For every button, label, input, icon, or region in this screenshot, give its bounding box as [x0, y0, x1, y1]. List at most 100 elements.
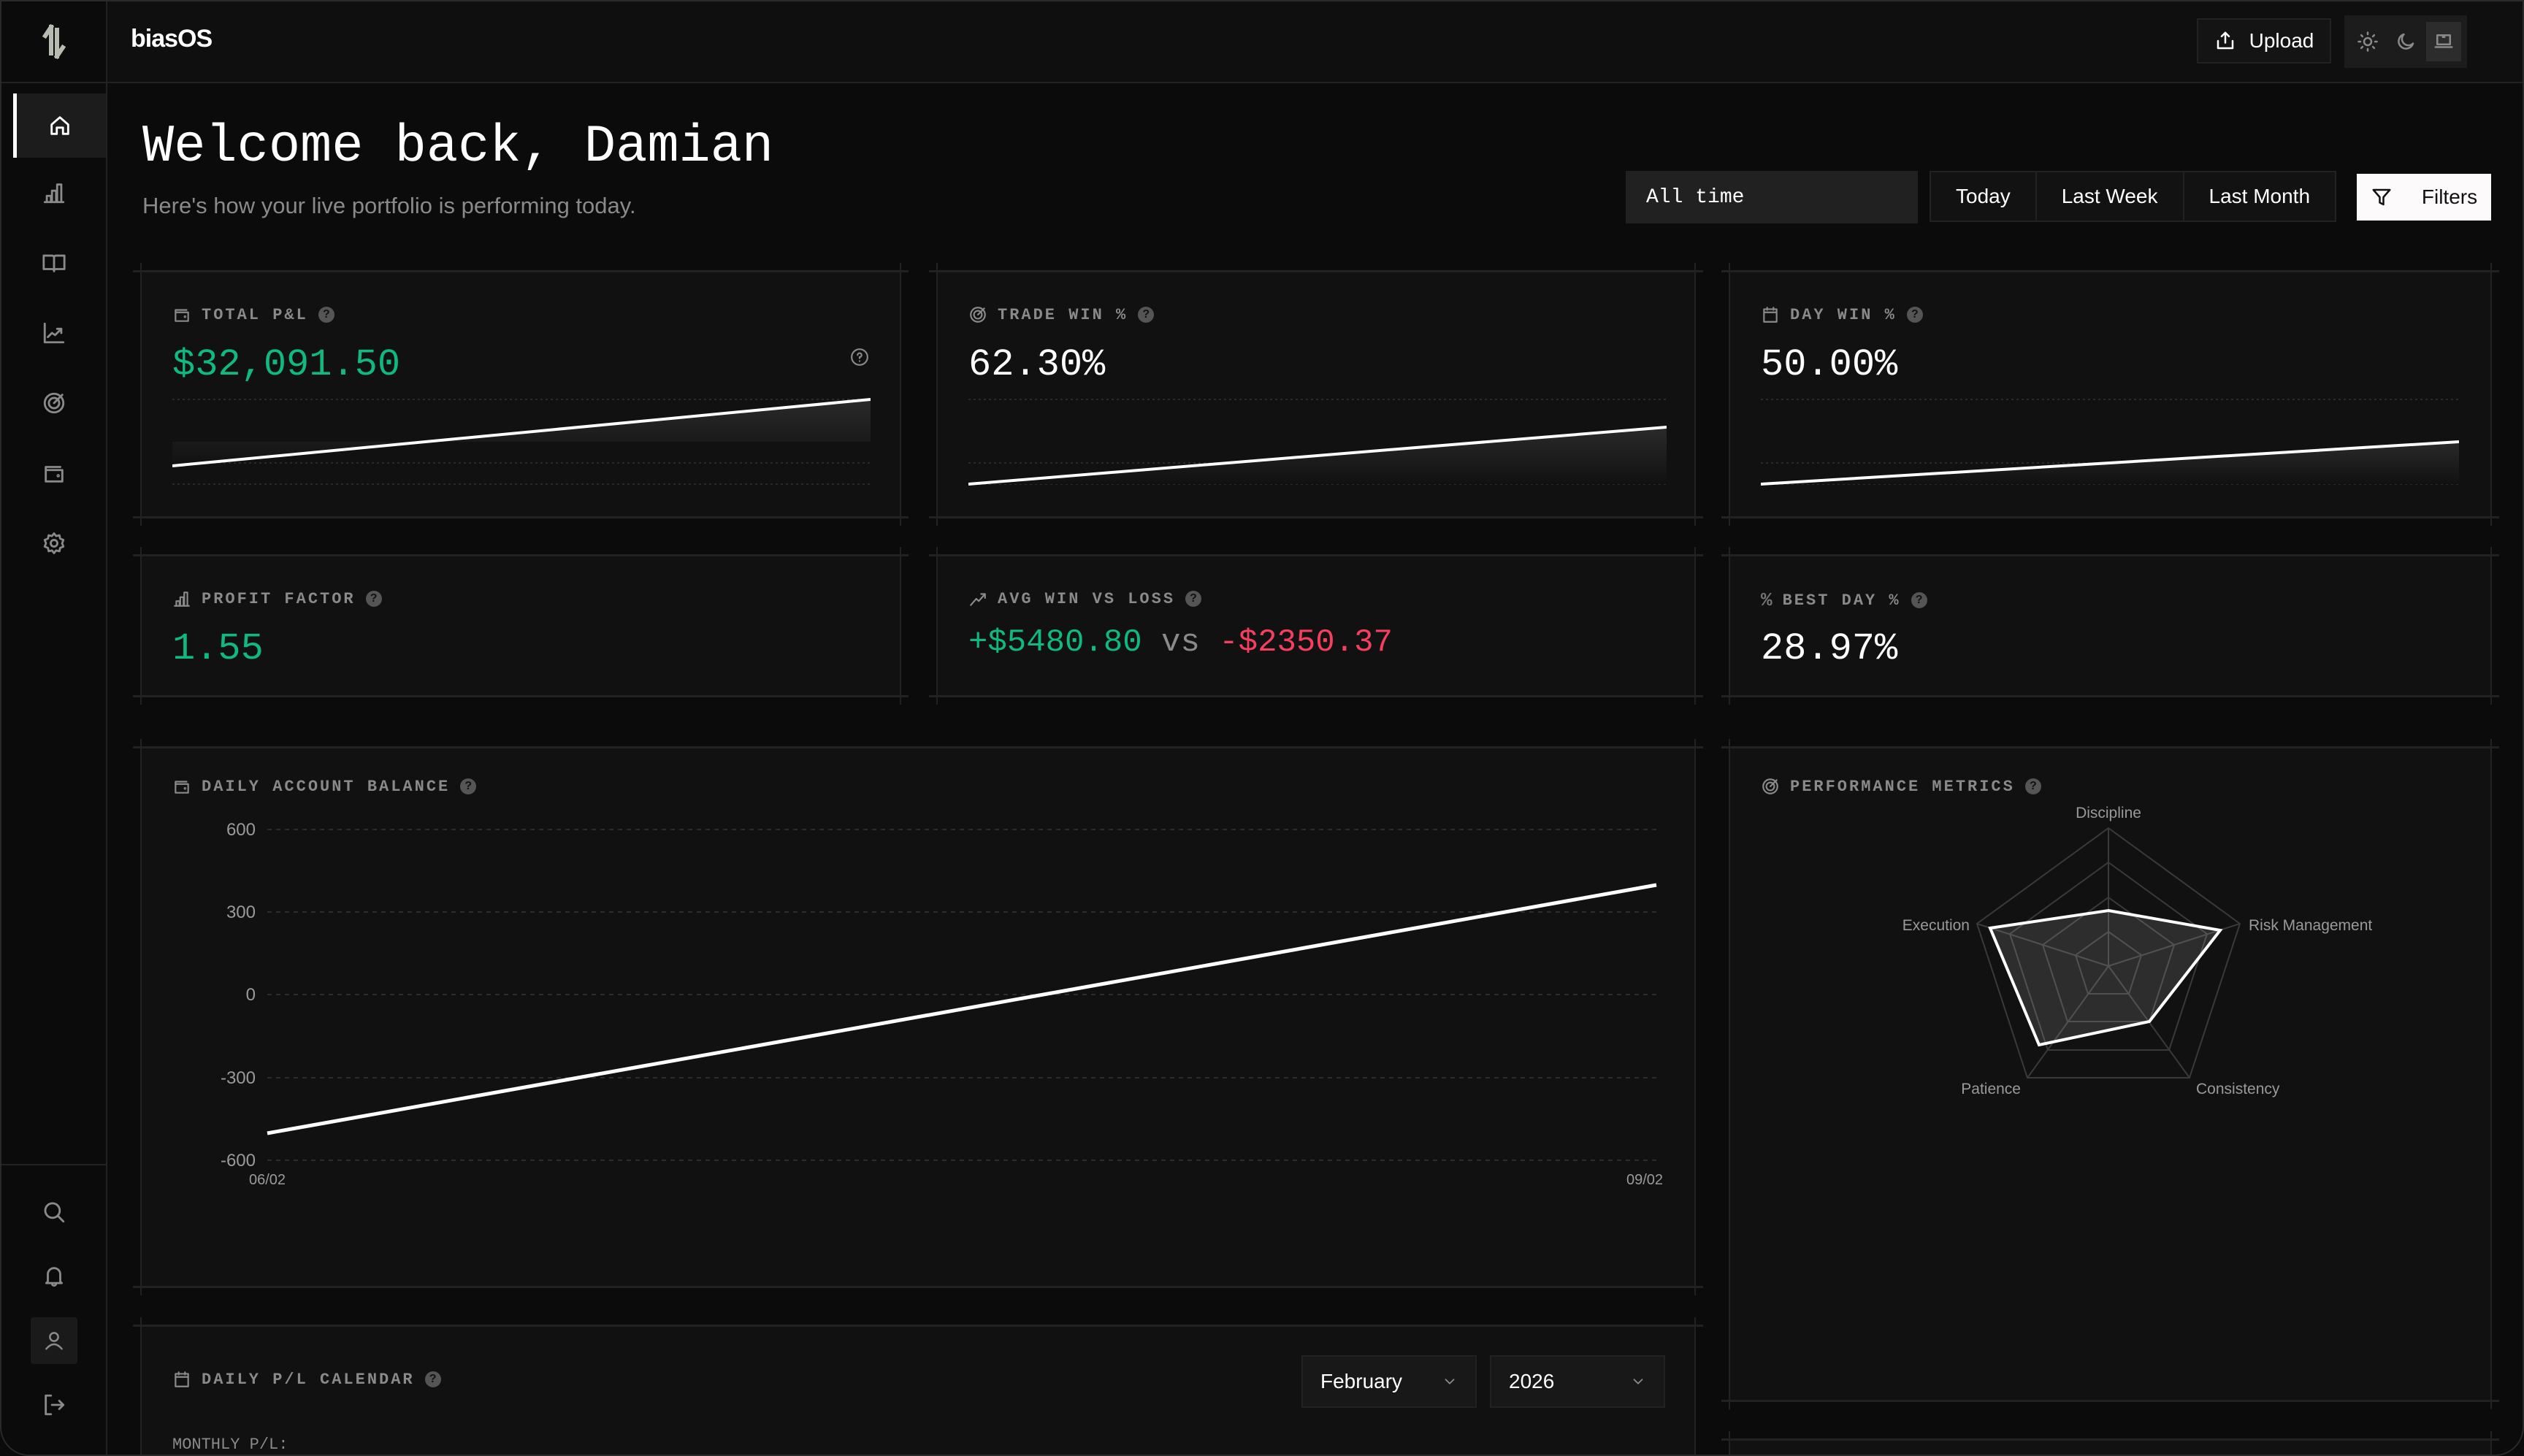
upload-button[interactable]: Upload [2197, 18, 2331, 64]
range-last-month-button[interactable]: Last Month [2208, 185, 2311, 207]
wallet-icon [175, 781, 189, 794]
svg-text:Patience: Patience [1961, 1081, 2021, 1097]
sun-icon [2357, 31, 2378, 52]
help-icon[interactable]: ? [318, 307, 334, 323]
avg-loss-value: -$2350.37 [1219, 624, 1393, 661]
y-tick: 600 [226, 820, 256, 840]
trade-win-value: 62.30% [968, 343, 1106, 386]
filter-funnel-icon [2372, 188, 2391, 206]
sidebar-item-performance[interactable] [1, 298, 106, 368]
target-icon [970, 307, 986, 323]
gear-icon [43, 532, 64, 554]
total-pnl-card: TOTAL P&L ? $32,091.50 [133, 263, 909, 526]
theme-system-button[interactable] [2426, 22, 2461, 61]
upload-label: Upload [2249, 29, 2314, 52]
x-tick: 06/02 [249, 1172, 286, 1188]
calendar-icon [1763, 307, 1778, 323]
y-tick: 300 [226, 903, 256, 922]
year-select[interactable]: 2026 [1490, 1355, 1665, 1408]
bar-chart-icon [43, 183, 64, 204]
balance-chart-label: DAILY ACCOUNT BALANCE [202, 777, 451, 796]
profit-factor-value: 1.55 [172, 627, 264, 670]
day-win-card: DAY WIN % ? 50.00% [1721, 263, 2499, 526]
help-icon[interactable]: ? [2024, 778, 2041, 794]
wallet-icon [44, 466, 64, 483]
sidebar-item-goals[interactable] [1, 368, 106, 438]
sidebar-item-logout[interactable] [1, 1373, 106, 1437]
calendar-icon [175, 1371, 189, 1387]
sidebar [1, 1, 107, 1455]
brand-name: biasOS [131, 25, 213, 53]
range-today-button[interactable]: Today [1931, 172, 2037, 221]
sidebar-item-search[interactable] [1, 1180, 106, 1244]
logout-icon [44, 1394, 64, 1416]
filters-label: Filters [2421, 185, 2478, 208]
balance-chart-card: DAILY ACCOUNT BALANCE ? 600 300 0 -300 -… [133, 739, 1703, 1295]
quick-range-group: Today Last Week Last Month [1930, 171, 2337, 222]
performance-metrics-card: PERFORMANCE METRICS ? Discipline Risk Ma… [1721, 739, 2499, 1409]
page-subtitle: Here's how your live portfolio is perfor… [142, 193, 636, 218]
sidebar-item-analytics[interactable] [1, 158, 106, 228]
day-win-value: 50.00% [1761, 343, 1898, 386]
best-day-value: 28.97% [1761, 627, 1898, 670]
filters-button[interactable]: Filters [2357, 174, 2491, 221]
total-pnl-value: $32,091.50 [172, 343, 401, 386]
trade-win-sparkline [968, 399, 1667, 486]
page-title: Welcome back, Damian [142, 117, 774, 177]
date-range-value: All time [1646, 185, 1745, 209]
sidebar-item-accounts[interactable] [1, 438, 106, 508]
month-value: February [1320, 1370, 1403, 1392]
avg-win-loss-card: AVG WIN VS LOSS ? +$5480.80 vs -$2350.37 [929, 547, 1703, 705]
percent-icon: % [1761, 589, 1772, 611]
best-day-card: % BEST DAY % ? 28.97% [1721, 547, 2499, 705]
help-icon[interactable]: ? [460, 778, 477, 794]
monthly-pl-label: MONTHLY P/L: [172, 1436, 288, 1454]
theme-light-button[interactable] [2350, 22, 2385, 61]
balance-line-chart: 600 300 0 -300 -600 06/02 09/02 [221, 820, 1663, 1188]
user-icon [45, 1332, 63, 1350]
profile-button[interactable] [30, 1317, 77, 1364]
calendar-label: DAILY P/L CALENDAR [202, 1370, 415, 1389]
profit-factor-card: PROFIT FACTOR ? 1.55 [133, 547, 909, 705]
wallet-icon [175, 309, 189, 322]
date-range-select[interactable]: All time [1626, 171, 1918, 223]
target-icon [43, 392, 64, 414]
chevron-down-icon [1445, 1379, 1455, 1384]
x-tick: 09/02 [1626, 1172, 1663, 1188]
theme-switcher [2344, 15, 2467, 68]
logo[interactable] [1, 1, 106, 83]
range-last-week-button[interactable]: Last Week [2037, 172, 2184, 221]
day-win-label: DAY WIN % [1790, 305, 1897, 324]
sidebar-item-journal[interactable] [1, 228, 106, 298]
svg-text:Execution: Execution [1902, 917, 1970, 934]
theme-dark-button[interactable] [2388, 22, 2423, 61]
sidebar-item-settings[interactable] [1, 508, 106, 578]
help-icon[interactable]: ? [424, 1371, 441, 1387]
help-icon[interactable]: ? [1138, 307, 1155, 323]
avg-win-value: +$5480.80 [968, 624, 1142, 661]
y-tick: 0 [246, 985, 256, 1005]
help-icon[interactable]: ? [1911, 592, 1927, 608]
day-win-sparkline [1761, 399, 2459, 486]
sidebar-nav [1, 83, 106, 578]
help-icon[interactable]: ? [365, 591, 382, 607]
help-icon[interactable]: ? [1906, 307, 1923, 323]
sidebar-item-profile[interactable] [1, 1309, 106, 1373]
vs-text: vs [1161, 624, 1200, 661]
top-header: biasOS [107, 1, 2523, 83]
sidebar-item-notifications[interactable] [1, 1244, 106, 1309]
avg-win-loss-label: AVG WIN VS LOSS [998, 589, 1176, 608]
sidebar-item-home[interactable] [13, 93, 106, 158]
next-card-peek [1721, 1431, 2499, 1455]
trade-win-card: TRADE WIN % ? 62.30% [929, 263, 1703, 526]
help-icon[interactable]: ? [1185, 591, 1202, 607]
logo-arrows-icon [42, 24, 66, 59]
svg-text:Risk Management: Risk Management [2249, 917, 2372, 934]
profit-factor-label: PROFIT FACTOR [202, 589, 356, 608]
month-select[interactable]: February [1301, 1355, 1477, 1408]
help-circle-icon[interactable] [850, 348, 869, 367]
y-tick: -600 [221, 1151, 256, 1170]
trade-win-label: TRADE WIN % [998, 305, 1128, 324]
balance-line [267, 883, 1657, 1135]
